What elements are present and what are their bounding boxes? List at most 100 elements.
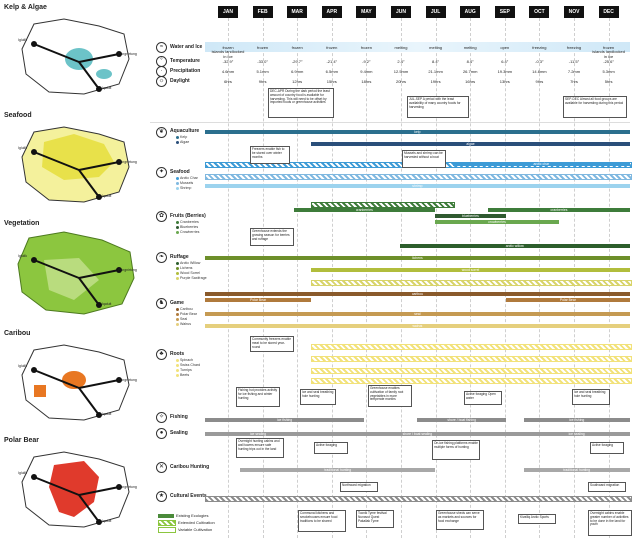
section-title: Ruffage bbox=[170, 254, 189, 260]
legend-item: Cranberries bbox=[176, 220, 199, 224]
legend-item: Polar Bear bbox=[176, 312, 197, 316]
bar-kelp: kelp bbox=[205, 130, 630, 134]
bar-ice-fishing2: ice fishing bbox=[523, 418, 630, 422]
bar-polar-bear2: Polar Bear bbox=[505, 298, 630, 302]
bar-shrimp bbox=[205, 174, 632, 180]
map-label: Iglulik bbox=[18, 146, 27, 150]
bar-shrimp: shrimp bbox=[205, 184, 630, 188]
legend-item: Caribou bbox=[176, 307, 193, 311]
month-gridline bbox=[608, 18, 610, 538]
note-dec-apr: DEC-APR During the dark period the least… bbox=[268, 88, 334, 118]
callout-greenhouse-roots: Greenhouse enables cultivation of family… bbox=[368, 385, 412, 407]
water-value: frozen bbox=[603, 45, 615, 50]
month-gridline bbox=[366, 18, 368, 538]
month-gridline bbox=[539, 18, 541, 538]
map-label: Iqaluit bbox=[102, 302, 112, 306]
month-jun: JUN bbox=[391, 6, 411, 18]
temp-value: -11.5° bbox=[568, 59, 580, 64]
callout-kivalliq: Kivalliq Arctic Sports bbox=[518, 514, 556, 524]
month-apr: APR bbox=[321, 6, 342, 18]
section-title: Fishing bbox=[170, 414, 188, 420]
legend-item: Kelp bbox=[176, 135, 187, 139]
callout-ice-seal-2: Ice and seal breathing hole hunting bbox=[572, 389, 610, 405]
month-gridline bbox=[401, 18, 402, 538]
temp-value: -32.9° bbox=[222, 59, 234, 64]
map-label: Iqaluit bbox=[102, 86, 112, 90]
bar-wood-sorrel: wood sorrel bbox=[311, 268, 630, 272]
bar-trad-hunting2: traditional hunting bbox=[523, 468, 630, 472]
month-aug: AUG bbox=[460, 6, 481, 18]
precip-value: 12.5mm bbox=[393, 69, 409, 74]
month-gridline bbox=[504, 18, 506, 538]
callout-overnight-cabins: Overnight hunting cabins and wall towers… bbox=[236, 438, 284, 458]
month-gridline bbox=[262, 18, 264, 538]
temp-value: -33.0° bbox=[257, 59, 268, 64]
water-subtitle: islands landlocked in ice bbox=[211, 49, 245, 59]
berry-icon: ✿ bbox=[156, 211, 167, 222]
bar-arctic-char: arctic char bbox=[452, 162, 630, 166]
map-label: Iglulik bbox=[18, 38, 27, 42]
legend-item: Beets bbox=[176, 373, 189, 377]
water-band bbox=[205, 42, 630, 52]
precipitation-label: Precipitation bbox=[170, 68, 201, 74]
month-gridline bbox=[470, 18, 472, 538]
map-title: Caribou bbox=[4, 330, 31, 337]
section-title: Game bbox=[170, 300, 184, 306]
map-label: Iglulik bbox=[18, 364, 27, 368]
map-label: Iqaluit bbox=[102, 519, 112, 523]
legend-item: Seal bbox=[176, 317, 187, 321]
legend-item: Arctic Char bbox=[176, 176, 198, 180]
daylight-value: 15hrs bbox=[326, 79, 337, 84]
daylight-value: 5hrs bbox=[604, 79, 613, 84]
bar-caribou: caribou bbox=[205, 292, 630, 296]
section-title: Roots bbox=[170, 351, 185, 357]
month-gridline bbox=[297, 18, 299, 538]
daylight-value: 16hrs bbox=[465, 79, 476, 84]
bar-walrus bbox=[311, 356, 632, 362]
fishing-icon: ✧ bbox=[156, 412, 167, 423]
roots-icon: ♣ bbox=[156, 349, 167, 360]
section-title: Caribou Hunting bbox=[170, 464, 210, 470]
map-title: Polar Bear bbox=[4, 437, 40, 444]
map-label: Iqaluit bbox=[102, 194, 112, 198]
legend-item: Lichens bbox=[176, 266, 192, 270]
bar-polar-bear: Polar Bear bbox=[205, 298, 312, 302]
fish-icon: ✦ bbox=[156, 167, 167, 178]
legend-item: Crowberries bbox=[176, 230, 199, 234]
bar-shore-sealing: shore / boat sealing bbox=[311, 432, 524, 436]
bar-walrus bbox=[311, 378, 632, 384]
month-jul: JUL bbox=[425, 6, 446, 18]
month-oct: OCT bbox=[529, 6, 550, 18]
legend-item: Mussels bbox=[176, 181, 193, 185]
bar-cranberries2 bbox=[311, 202, 455, 208]
bar-walrus bbox=[311, 344, 632, 350]
legend-variable: Variable Cultivation bbox=[158, 527, 212, 533]
sealing-icon: ● bbox=[156, 428, 167, 439]
callout-communal-kitchens: Communal kitchens and smokehouses ensure… bbox=[298, 510, 346, 532]
water-value: frozen bbox=[291, 45, 303, 50]
month-dec: DEC bbox=[598, 6, 619, 18]
legend-item: Blueberries bbox=[176, 225, 198, 229]
map-title: Vegetation bbox=[4, 220, 40, 227]
temp-value: -29.7° bbox=[291, 59, 303, 64]
water-value: frozen bbox=[222, 45, 234, 50]
water-value: melting bbox=[394, 45, 408, 50]
month-gridline bbox=[574, 18, 575, 538]
water-label: Water and Ice bbox=[170, 44, 203, 50]
temperature-label: Temperature bbox=[170, 58, 200, 64]
cultural-icon: ★ bbox=[156, 491, 167, 502]
daylight-value: 9hrs bbox=[535, 79, 544, 84]
water-subtitle: islands landlocked in ice bbox=[592, 49, 625, 59]
temp-value: 6.4° bbox=[501, 59, 509, 64]
water-value: open bbox=[500, 45, 510, 50]
daylight-value: 9hrs bbox=[258, 79, 267, 84]
section-title: Fruits (Berries) bbox=[170, 213, 206, 219]
legend-item: Turnips bbox=[176, 368, 192, 372]
map-title: Kelp & Algae bbox=[4, 4, 47, 11]
precip-value: 5.1mm bbox=[256, 69, 269, 74]
callout-greenhouse: Greenhouse extends the growing season fo… bbox=[250, 228, 294, 246]
month-gridline bbox=[228, 18, 229, 538]
precip-value: 5.3mm bbox=[602, 69, 615, 74]
precip-value: 6.5mm bbox=[325, 69, 338, 74]
water-value: melting bbox=[429, 45, 443, 50]
